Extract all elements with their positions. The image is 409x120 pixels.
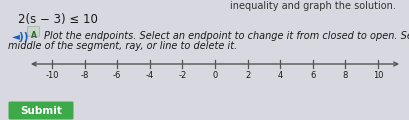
Text: -10: -10 <box>45 71 58 79</box>
Text: Plot the endpoints. Select an endpoint to change it from closed to open. Select : Plot the endpoints. Select an endpoint t… <box>44 31 409 41</box>
Text: 2: 2 <box>245 71 249 79</box>
Text: middle of the segment, ray, or line to delete it.: middle of the segment, ray, or line to d… <box>8 41 237 51</box>
Text: Submit: Submit <box>20 105 62 115</box>
Text: 2(s − 3) ≤ 10: 2(s − 3) ≤ 10 <box>18 13 98 26</box>
Text: 4: 4 <box>277 71 282 79</box>
Text: 8: 8 <box>342 71 347 79</box>
Text: -6: -6 <box>113 71 121 79</box>
Text: ◄)): ◄)) <box>12 32 29 42</box>
Text: A: A <box>31 31 36 41</box>
Text: -2: -2 <box>178 71 186 79</box>
Text: -4: -4 <box>145 71 153 79</box>
FancyBboxPatch shape <box>9 102 73 120</box>
Text: 10: 10 <box>372 71 382 79</box>
Text: -8: -8 <box>80 71 89 79</box>
Text: inequality and graph the solution.: inequality and graph the solution. <box>229 1 395 11</box>
FancyBboxPatch shape <box>27 27 39 36</box>
Text: 6: 6 <box>309 71 315 79</box>
Text: 0: 0 <box>212 71 217 79</box>
